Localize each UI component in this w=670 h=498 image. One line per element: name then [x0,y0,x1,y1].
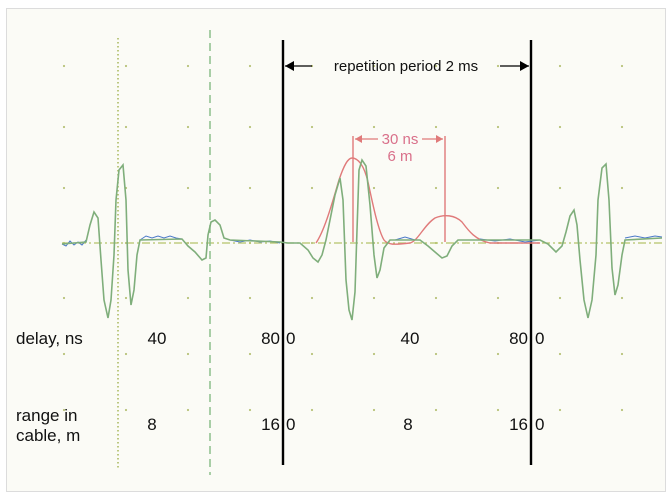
graticule-dot [620,186,624,190]
graticule-dot [186,296,190,300]
graticule-dot [558,352,562,356]
delay-tick: 40 [148,329,167,348]
delay-tick: 0 [286,329,295,348]
graticule-dot [248,296,252,300]
graticule-grid [62,64,624,412]
graticule-dot [310,352,314,356]
graticule-dot [496,408,500,412]
graticule-dot [248,125,252,129]
graticule-dot [496,296,500,300]
graticule-dot [496,64,500,68]
delay-tick: 80 [509,329,528,348]
range-tick: 8 [147,415,156,434]
graticule-dot [434,296,438,300]
graticule-dot [124,408,128,412]
range-tick: 16 [509,415,528,434]
graticule-dot [186,186,190,190]
graticule-dot [434,408,438,412]
graticule-dot [558,296,562,300]
graticule-dot [186,241,190,245]
range-row-label-line1: range in [16,406,77,425]
graticule-dot [186,352,190,356]
graticule-dot [620,125,624,129]
graticule-dot [248,352,252,356]
graticule-dot [62,125,66,129]
graticule-dot [372,296,376,300]
graticule-dot [558,408,562,412]
range-tick: 0 [286,415,295,434]
pulse-width-arrow [355,135,443,143]
graticule-dot [496,352,500,356]
graticule-dot [620,296,624,300]
graticule-dot [558,64,562,68]
graticule-dot [372,125,376,129]
graticule-dot [124,352,128,356]
period-label: repetition period 2 ms [334,58,478,75]
graticule-dot [620,64,624,68]
graticule-dot [372,64,376,68]
graticule-dot [434,125,438,129]
graticule-dot [62,64,66,68]
range-tick: 16 [261,415,280,434]
pulse-envelope [315,157,540,245]
graticule-dot [62,352,66,356]
graticule-dot [310,296,314,300]
graticule-dot [248,186,252,190]
graticule-dot [186,125,190,129]
graticule-dot [496,125,500,129]
graticule-dot [124,64,128,68]
graticule-dot [310,241,314,245]
graticule-dot [248,408,252,412]
delay-tick: 40 [401,329,420,348]
signal-trace-noise [61,235,663,247]
pulse-width-distance: 6 m [387,148,412,165]
delay-row-label: delay, ns [16,329,83,348]
graticule-dot [620,408,624,412]
graticule-dot [434,352,438,356]
graticule-dot [558,125,562,129]
graticule-dot [434,64,438,68]
graticule-dot [310,186,314,190]
pulse-width-time: 30 ns [382,131,419,148]
delay-tick: 80 [261,329,280,348]
signal-trace [61,158,663,321]
graticule-dot [372,408,376,412]
period-arrow [285,61,529,71]
graticule-dot [434,186,438,190]
graticule-dot [186,64,190,68]
graticule-dot [558,186,562,190]
graticule-dot [186,408,190,412]
range-tick: 8 [403,415,412,434]
graticule-dot [310,125,314,129]
range-row-label-line2: cable, m [16,426,80,445]
range-tick: 0 [535,415,544,434]
graticule-dot [124,125,128,129]
graticule-dot [62,408,66,412]
graticule-dot [62,296,66,300]
graticule-dot [372,186,376,190]
graticule-dot [372,352,376,356]
graticule-dot [620,352,624,356]
graticule-dot [496,186,500,190]
graticule-dot [248,64,252,68]
graticule-dot [62,186,66,190]
oscilloscope-frame [6,8,666,492]
delay-tick: 0 [535,329,544,348]
graticule-dot [310,408,314,412]
graticule-dot [124,296,128,300]
